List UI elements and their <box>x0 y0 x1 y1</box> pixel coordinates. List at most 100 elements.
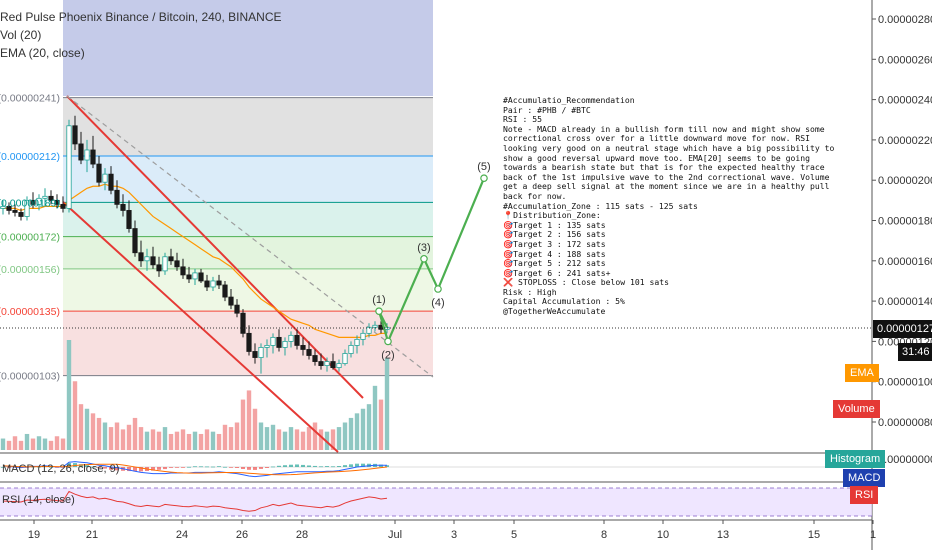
note-line: Note - MACD already in a bullish form ti… <box>503 123 840 201</box>
candle-body <box>30 199 36 205</box>
channel-upper-line[interactable] <box>66 95 364 399</box>
channel-lower-line[interactable] <box>62 201 339 453</box>
volume-bar <box>234 422 240 450</box>
time-tick-label: Jul <box>388 529 402 541</box>
signal-line <box>2 463 388 476</box>
macd-histogram-bar <box>157 467 161 470</box>
macd-histogram-bar <box>109 467 113 470</box>
fib-zone <box>63 236 433 269</box>
countdown-badge: 31:46 <box>898 343 932 361</box>
note-line: Risk : High <box>503 286 557 297</box>
price-tick-label: 0.00000000 <box>878 454 932 466</box>
wave-point <box>384 337 392 346</box>
candle-body <box>252 351 258 358</box>
rsi-label[interactable]: RSI (14, close) <box>2 494 75 506</box>
wave-point <box>420 254 428 263</box>
ema-legend[interactable]: EMA (20, close) <box>0 46 85 60</box>
price-tick-label: 0.00000200 <box>878 175 932 187</box>
time-tick-label: 26 <box>236 529 248 541</box>
candle-body <box>78 143 84 161</box>
candle-body <box>138 252 144 262</box>
vol-legend[interactable]: Vol (20) <box>0 28 42 42</box>
macd-histogram-bar <box>253 467 257 470</box>
wave-label: (4) <box>431 297 444 309</box>
volume-bar <box>132 417 138 450</box>
macd-histogram-bar <box>49 466 53 468</box>
symbol-title[interactable]: Red Pulse Phoenix Binance / Bitcoin, 240… <box>0 10 282 24</box>
ema-badge[interactable]: EMA <box>845 364 879 382</box>
fib-retracement[interactable] <box>63 97 433 377</box>
histogram-badge[interactable]: Histogram <box>825 450 886 468</box>
volume-bar <box>258 422 264 450</box>
candle-body <box>288 334 294 342</box>
candle-body <box>342 353 348 364</box>
macd-badge[interactable]: MACD <box>843 469 886 487</box>
volume-bar <box>330 429 336 450</box>
macd-line <box>2 461 387 478</box>
macd-histogram-bar <box>163 467 167 470</box>
volume-bar <box>198 433 204 450</box>
volume-bar <box>210 431 216 450</box>
wave-point <box>375 307 383 315</box>
candle-body <box>354 338 360 346</box>
time-tick-label: 24 <box>176 529 188 541</box>
volume-bars <box>0 340 390 450</box>
macd-histogram-bar <box>85 465 89 467</box>
candle-body <box>72 125 78 145</box>
volume-bar <box>162 427 168 450</box>
candle-body <box>282 340 288 348</box>
volume-badge[interactable]: Volume <box>833 400 880 418</box>
volume-bar <box>36 436 42 450</box>
time-tick-label: 13 <box>717 529 729 541</box>
volume-bar <box>144 431 150 450</box>
trend-dashed-line[interactable] <box>66 95 434 378</box>
macd-histogram-bar <box>97 467 101 468</box>
macd-histogram-bar <box>91 466 95 468</box>
volume-bar <box>114 422 120 450</box>
last-price-badge: 0.00000127 <box>873 320 932 338</box>
time-tick-label: 15 <box>808 529 820 541</box>
macd-histogram-bar <box>223 466 227 468</box>
volume-bar <box>360 408 366 450</box>
volume-bar <box>378 399 384 450</box>
chart-legend: Red Pulse Phoenix Binance / Bitcoin, 240… <box>0 8 281 62</box>
volume-bar <box>168 433 174 450</box>
elliott-wave-labels: (1) (2) (3) (4) (5) <box>372 161 490 361</box>
fib-zone <box>63 156 433 203</box>
macd-histogram-bar <box>355 463 359 467</box>
volume-bar <box>348 417 354 450</box>
time-tick-label: 19 <box>28 529 40 541</box>
candle-body <box>156 264 162 272</box>
macd-histogram-bar <box>199 466 203 468</box>
candle-body <box>24 199 30 217</box>
volume-bar <box>264 427 270 450</box>
volume-bar <box>204 429 210 450</box>
time-tick-label: 8 <box>601 529 607 541</box>
analysis-note[interactable]: #Accumulatio_Recommendation Pair : #PHB /… <box>503 95 848 317</box>
candle-body <box>228 296 234 306</box>
macd-histogram-bar <box>103 467 107 469</box>
volume-bar <box>102 422 108 450</box>
price-tick-label: 0.00000080 <box>878 417 932 429</box>
time-axis[interactable]: 19 21 24 26 28 Jul 3 5 8 10 13 15 1 <box>28 520 876 541</box>
volume-bar <box>252 408 258 450</box>
candle-body <box>234 304 240 314</box>
volume-bar <box>288 427 294 450</box>
price-tick-label: 0.00000140 <box>878 296 932 308</box>
price-tick-label: 0.00000260 <box>878 54 932 66</box>
fib-level-label: 1(0.00000241) <box>0 93 60 105</box>
volume-bar <box>312 422 318 450</box>
macd-histogram-bar <box>235 467 239 468</box>
price-axis[interactable]: 0.00000280 0.00000260 0.00000240 0.00000220… <box>872 14 932 466</box>
note-line: #Accumulatio_Recommendation <box>503 95 635 105</box>
candle-body <box>6 205 12 211</box>
candle-body <box>270 336 276 346</box>
candle-body <box>300 345 306 350</box>
volume-bar <box>354 413 360 450</box>
macd-label[interactable]: MACD (12, 26, close, 9) <box>2 463 120 475</box>
macd-histogram-bar <box>115 467 119 471</box>
rsi-badge[interactable]: RSI <box>850 486 879 504</box>
candle-body <box>54 199 60 205</box>
volume-bar <box>276 429 282 450</box>
